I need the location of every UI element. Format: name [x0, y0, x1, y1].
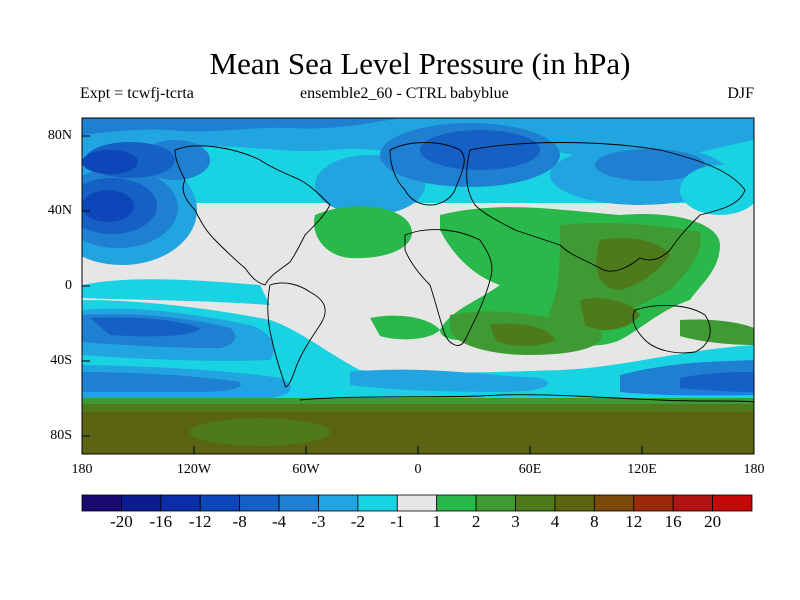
colorbar-label: 8: [590, 512, 599, 531]
colorbar-label: -2: [350, 512, 365, 531]
colorbar-swatch: [554, 494, 595, 512]
north-america-coast: [174, 145, 331, 286]
colorbar-swatch: [121, 494, 162, 512]
north-band-3: [82, 118, 400, 135]
south-band-9: [680, 372, 754, 392]
xtick-120e: 120E: [627, 462, 657, 477]
colorbar-label: -3: [311, 512, 326, 531]
xtick-60e: 60E: [518, 462, 542, 477]
antarctic-patch: [190, 418, 330, 446]
colorbar-label: -12: [188, 512, 212, 531]
xtick-120w: 120W: [176, 462, 212, 477]
siberia-low-2: [595, 149, 705, 181]
colorbar-swatch: [515, 494, 556, 512]
xtick-0: 0: [414, 462, 422, 477]
colorbar-swatch: [475, 494, 516, 512]
colorbar-label: 4: [550, 512, 560, 531]
europe-coast: [389, 142, 465, 206]
colorbar-label: 16: [664, 512, 682, 531]
trop-pac-band: [82, 279, 270, 305]
colorbar-label: 2: [471, 512, 481, 531]
asia-coast: [466, 142, 746, 272]
npac-low-4: [82, 190, 134, 222]
coastlines: [174, 142, 754, 403]
colorbar-label: -1: [390, 512, 405, 531]
colorbar-swatch: [278, 494, 319, 512]
south-band-4: [90, 317, 200, 337]
ytick-40n: 40N: [47, 203, 72, 218]
africa-coast: [404, 229, 493, 346]
antarctica-coast: [299, 394, 754, 403]
ytick-40s: 40S: [50, 353, 72, 368]
natl-high: [314, 206, 412, 259]
colorbar-swatch: [633, 494, 674, 512]
colorbar-label: 3: [511, 512, 520, 531]
ytick-80s: 80S: [50, 428, 72, 443]
colorbar-label: 1: [432, 512, 441, 531]
eurasia-high-3: [596, 238, 670, 290]
axis-ticks: [81, 135, 755, 454]
south-band-7: [350, 369, 548, 392]
colorbar-swatch: [436, 494, 477, 512]
pressure-field: [82, 118, 754, 454]
south-band-6: [82, 372, 241, 392]
xtick-180e: 180: [743, 462, 765, 477]
colorbar-swatch: [318, 494, 359, 512]
colorbar-label: -4: [271, 512, 287, 531]
experiment-label: Expt = tcwfj-tcrta: [80, 85, 194, 102]
colorbar-swatch: [199, 494, 241, 512]
colorbar-swatch: [712, 494, 753, 512]
colorbar-label: -16: [149, 512, 173, 531]
ytick-80n: 80N: [47, 128, 72, 143]
aus-high: [680, 319, 754, 345]
colorbar-swatch: [396, 494, 438, 512]
arctic-low-c: [82, 150, 138, 174]
colorbar-swatch: [672, 494, 713, 512]
colorbar-swatch: [357, 494, 398, 512]
ytick-0: 0: [65, 278, 72, 293]
colorbar-swatch: [160, 494, 201, 512]
xtick-60w: 60W: [292, 462, 320, 477]
map-title: Mean Sea Level Pressure (in hPa): [209, 46, 631, 81]
south-atl-high: [370, 315, 440, 340]
ensemble-label: ensemble2_60 - CTRL babyblue: [300, 85, 509, 102]
xtick-180w: 180: [71, 462, 93, 477]
colorbar-label: -20: [110, 512, 133, 531]
colorbar-swatch: [593, 494, 635, 512]
colorbar-label: 20: [704, 512, 722, 531]
eurasia-low-2: [420, 130, 540, 170]
australia-coast: [632, 305, 711, 354]
indo-high: [580, 298, 640, 331]
south-america-coast: [267, 282, 326, 388]
colorbar-label: 12: [625, 512, 643, 531]
colorbar-swatch: [81, 494, 122, 512]
colorbar-swatch: [239, 494, 280, 512]
south-ind-core: [490, 323, 555, 346]
colorbar-label: -8: [232, 512, 247, 531]
season-label: DJF: [727, 85, 754, 102]
